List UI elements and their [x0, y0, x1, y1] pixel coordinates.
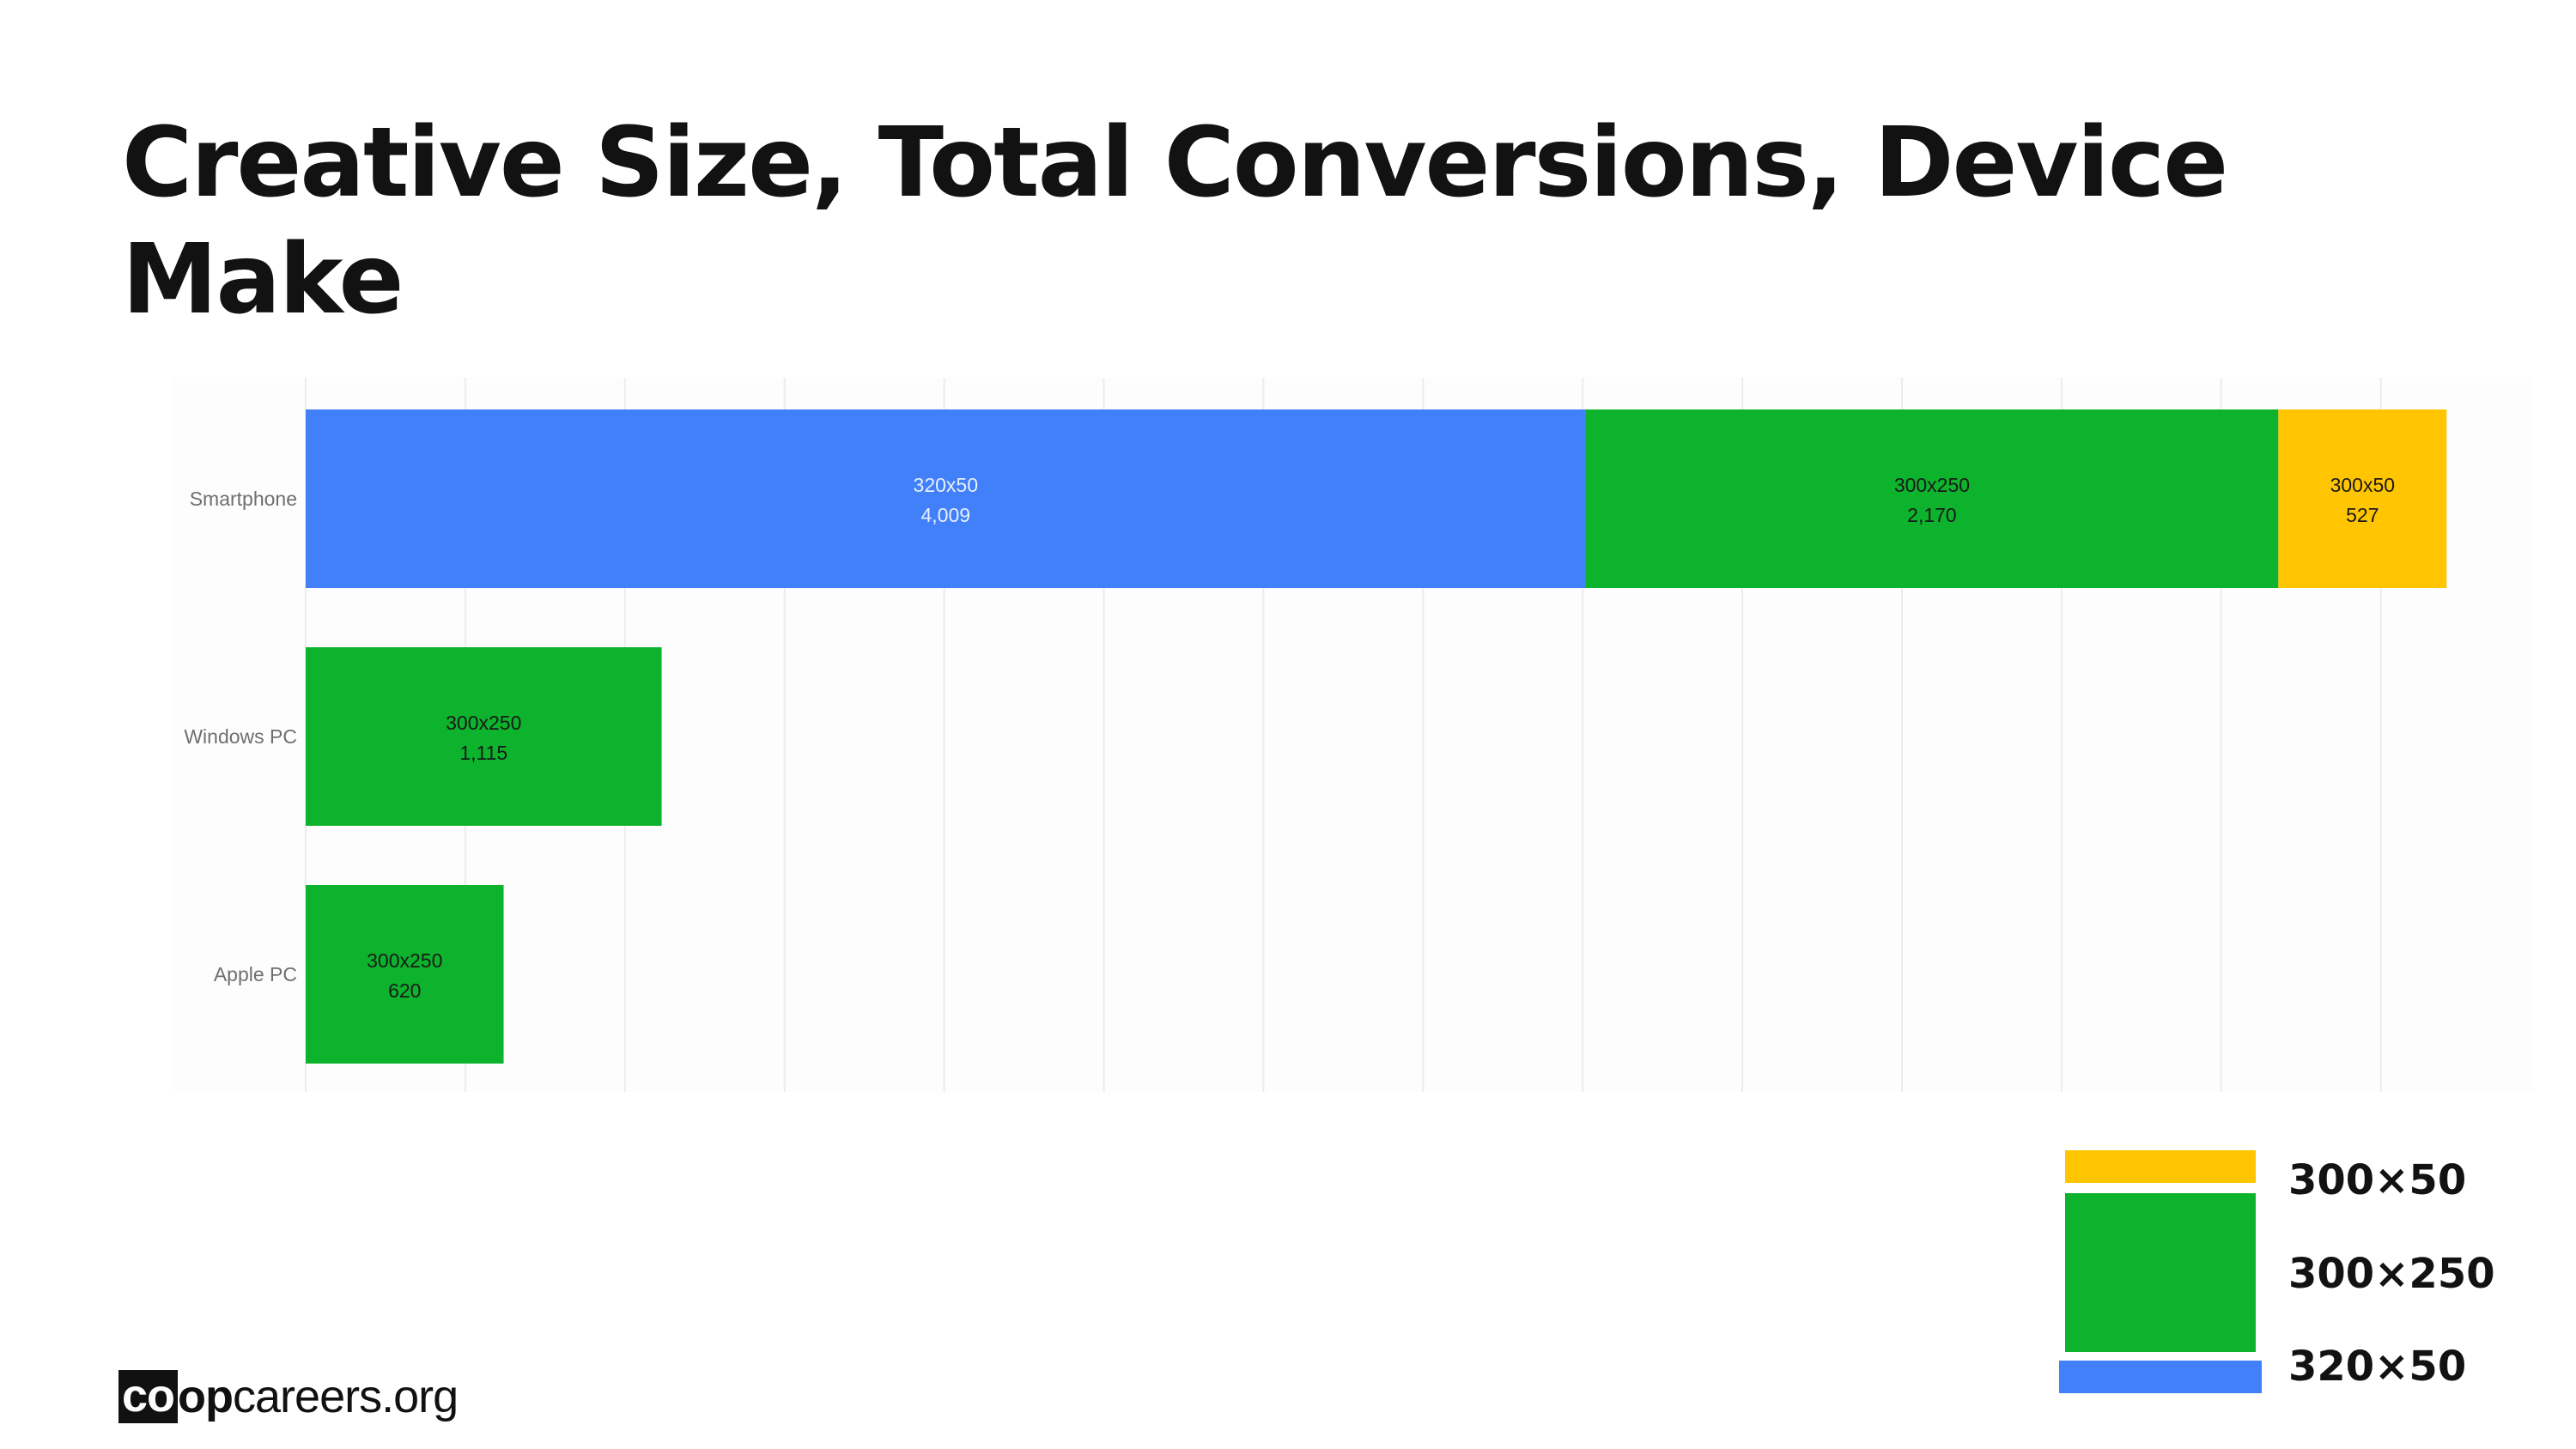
bar-series-label: 320x50: [914, 474, 978, 496]
category-label: Smartphone: [190, 488, 297, 510]
bar-segment: [306, 885, 504, 1064]
brand-logo: co op careers.org: [118, 1367, 459, 1427]
bar-segment: [306, 409, 1586, 588]
legend-label: 300×250: [2288, 1250, 2495, 1298]
bar-series-label: 300x250: [446, 712, 521, 734]
bar-series-label: 300x250: [367, 949, 442, 972]
legend-swatch: [2065, 1193, 2256, 1352]
brand-logo-co: co: [118, 1370, 179, 1423]
bar-segment: [2278, 409, 2447, 588]
bar-series-label: 300x250: [1894, 474, 1970, 496]
bar-series-label: 300x50: [2330, 474, 2395, 496]
legend-swatch: [2059, 1361, 2262, 1393]
bar-value-label: 2,170: [1907, 504, 1957, 526]
category-label: Apple PC: [214, 963, 297, 985]
legend-label: 300×50: [2288, 1156, 2466, 1204]
bar-segment: [306, 647, 662, 826]
bar-value-label: 620: [388, 979, 421, 1002]
category-label: Windows PC: [184, 725, 297, 748]
brand-logo-op: op: [178, 1371, 234, 1422]
brand-logo-rest: careers.org: [233, 1371, 459, 1422]
legend-label: 320×50: [2288, 1343, 2466, 1391]
bar-value-label: 527: [2346, 504, 2379, 526]
bar-value-label: 4,009: [920, 504, 970, 526]
bar-segment: [1585, 409, 2279, 588]
legend-swatch: [2065, 1150, 2256, 1183]
bar-value-label: 1,115: [459, 742, 507, 764]
chart-title: Creative Size, Total Conversions, Device…: [122, 107, 2228, 336]
